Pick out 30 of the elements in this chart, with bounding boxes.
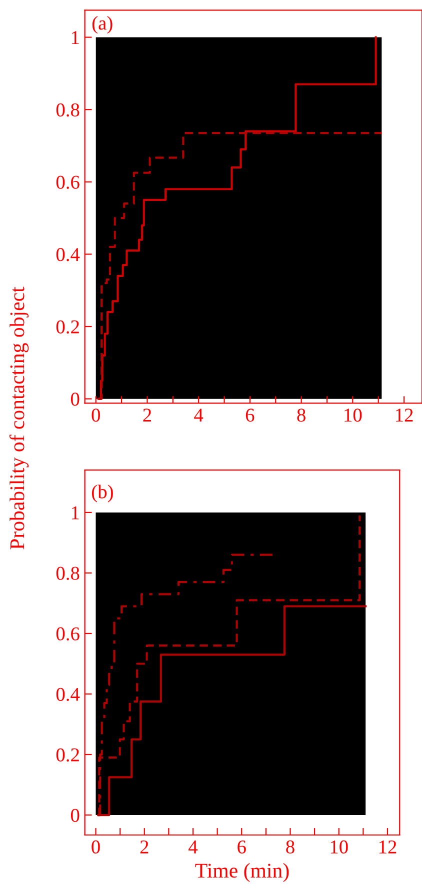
x-tick-label: 6 [246,408,254,422]
x-tick-label: 8 [297,408,306,422]
y-axis-title: Probability of contacting object [9,286,29,550]
y-tick-label: 0.6 [56,176,80,189]
x-tick-label: 4 [188,840,198,854]
x-tick-label: 4 [194,408,204,422]
y-tick-label: 0.6 [56,627,80,641]
x-tick-label: 10 [330,840,348,854]
x-tick-label: 0 [92,840,100,854]
annotation: (b) [92,484,113,502]
y-tick-label: 0.4 [56,248,80,262]
x-tick-label: 12 [379,840,396,854]
x-axis-title: Time (min) [195,863,289,882]
x-tick-label: 8 [286,840,294,854]
y-tick-label: 1 [72,31,79,44]
y-tick-label: 1 [72,506,79,520]
y-tick-label: 0.2 [56,748,79,762]
x-tick-label: 10 [344,408,362,422]
annotation: (a) [92,16,112,34]
x-tick-label: 12 [396,408,413,422]
x-tick-label: 2 [140,840,148,854]
y-tick-label: 0.4 [56,688,80,702]
x-tick-label: 2 [143,408,152,422]
y-tick-label: 0.2 [56,320,79,334]
y-tick-label: 0 [70,392,80,406]
x-tick-label: 0 [92,408,100,422]
x-tick-label: 6 [238,840,246,854]
y-tick-label: 0.8 [56,103,80,117]
y-tick-label: 0 [70,808,80,822]
y-tick-label: 0.8 [56,566,80,580]
